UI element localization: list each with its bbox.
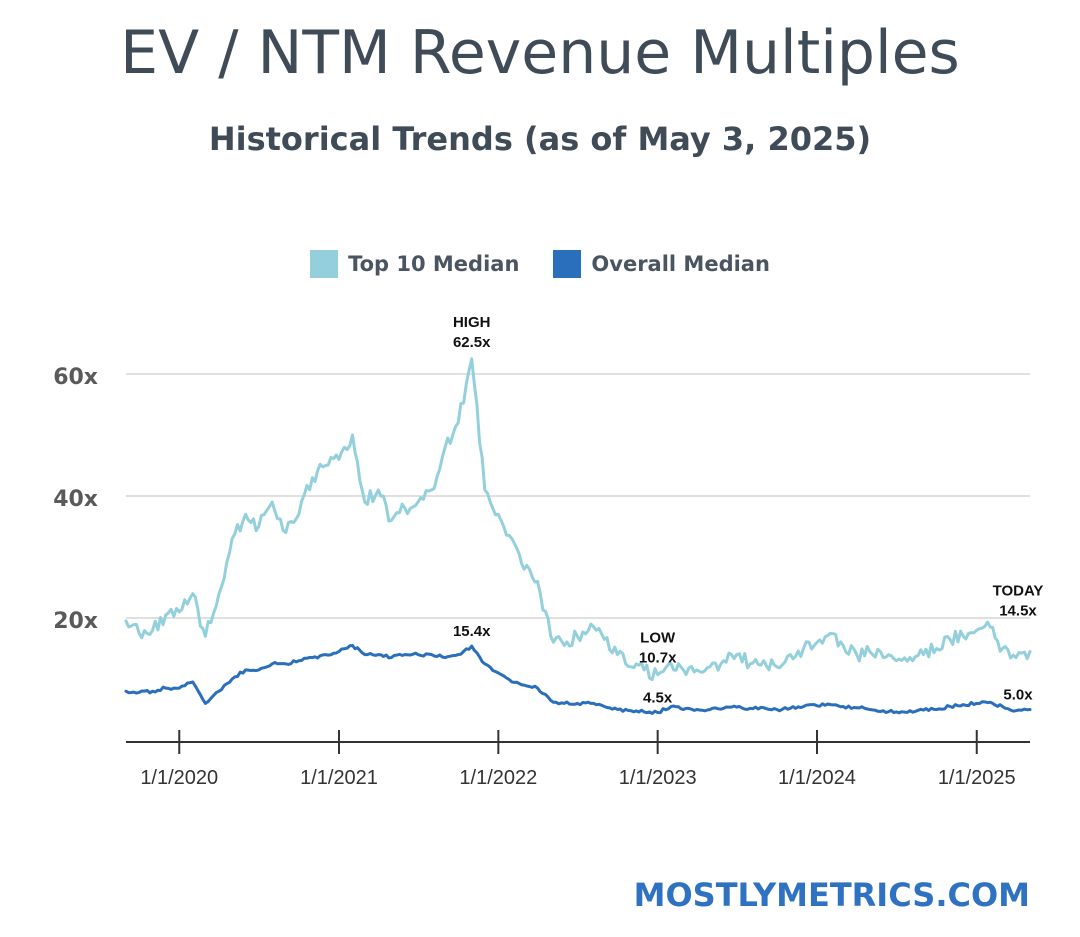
annotation-label: 10.7x [639,650,677,667]
footer-brand: MOSTLYMETRICS.COM [633,876,1030,914]
annotation-label: 5.0x [1003,687,1033,704]
series-line-overall-median [124,644,1032,715]
legend-swatch-overall [553,250,582,278]
annotation-label: TODAY [993,583,1044,600]
annotation-label: 4.5x [643,690,673,707]
y-tick-label: 60x [53,365,98,390]
annotation-label: 14.5x [999,603,1037,620]
x-tick-label: 1/1/2022 [459,767,537,789]
x-tick-label: 1/1/2023 [619,767,697,789]
x-tick-label: 1/1/2021 [300,767,378,789]
legend-label-overall: Overall Median [591,252,770,276]
x-tick-label: 1/1/2024 [778,767,856,789]
series-line-top-10-median [124,357,1032,682]
legend-item-top10: Top 10 Median [310,250,519,278]
x-tick-label: 1/1/2025 [938,767,1016,789]
legend-swatch-top10 [310,250,339,278]
annotation-label: 62.5x [453,334,491,351]
annotation-label: 15.4x [453,623,491,640]
chart-title: EV / NTM Revenue Multiples [120,18,960,88]
chart-subtitle: Historical Trends (as of May 3, 2025) [208,120,872,158]
annotation-label: LOW [640,630,676,647]
legend-item-overall: Overall Median [553,250,770,278]
y-tick-label: 40x [53,487,98,512]
annotation-label: HIGH [453,314,491,331]
x-tick-label: 1/1/2020 [140,767,218,789]
y-tick-label: 20x [53,609,98,634]
chart-legend: Top 10 Median Overall Median [0,250,1080,278]
legend-label-top10: Top 10 Median [348,252,520,276]
